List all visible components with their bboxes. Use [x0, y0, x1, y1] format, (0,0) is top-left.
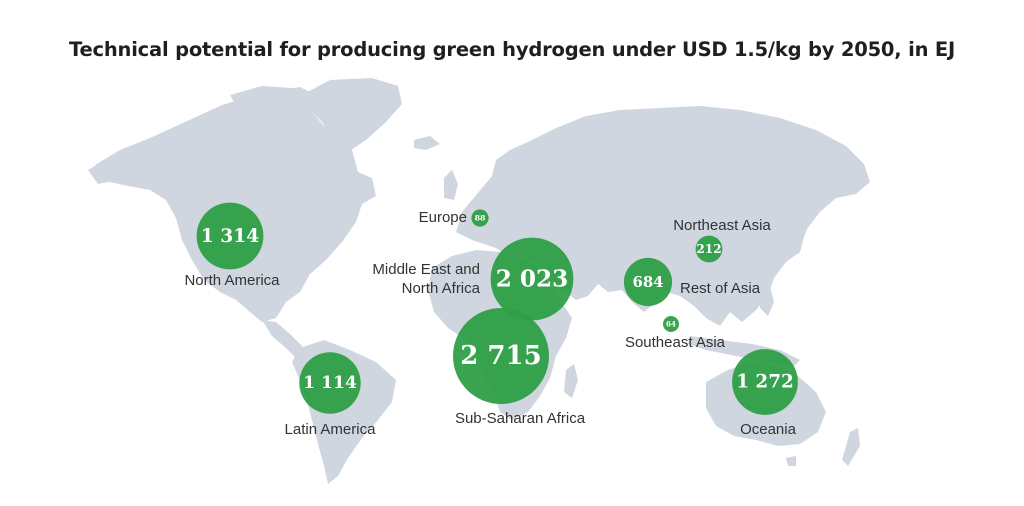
region-label-mena-line-1: Middle East and: [372, 261, 480, 278]
bubble-value-rest-of-asia: 684: [632, 273, 663, 291]
bubble-europe: [471, 209, 489, 227]
land-tasmania: [786, 456, 796, 466]
land-alaska: [88, 160, 125, 184]
bubble-oceania: [732, 349, 798, 415]
bubble-value-southeast-asia: 64: [666, 320, 676, 329]
bubble-value-northeast-asia: 212: [696, 242, 721, 256]
bubble-value-oceania: 1 272: [736, 372, 794, 393]
region-label-southeast-asia: Southeast Asia: [625, 334, 726, 351]
land-iceland: [414, 136, 440, 150]
bubble-value-latin-america: 1 114: [303, 373, 357, 393]
land-new-zealand: [842, 428, 860, 466]
land-greenland: [300, 78, 402, 152]
bubble-rest-of-asia: [623, 257, 673, 307]
land-japan: [790, 204, 812, 248]
region-label-mena-line-2: North Africa: [402, 280, 481, 297]
bubble-latin-america: [299, 352, 361, 414]
land-philippines: [760, 286, 774, 316]
bubble-north-america: [196, 202, 264, 270]
region-labels: North America Latin America Europe Middle E…: [184, 209, 796, 438]
region-label-latin-america: Latin America: [285, 421, 377, 438]
bubble-northeast-asia: [695, 235, 723, 263]
region-bubbles: 1 314 1 114 88 2 023 2 715 212 684 64 1 272: [196, 202, 798, 415]
bubble-value-mena: 2 023: [496, 266, 569, 293]
bubble-value-sub-saharan-africa: 2 715: [460, 341, 541, 371]
bubble-southeast-asia: [663, 316, 679, 332]
land-madagascar: [564, 364, 578, 398]
region-label-sub-saharan-africa: Sub-Saharan Africa: [455, 410, 586, 427]
map-title: Technical potential for producing green …: [68, 38, 956, 61]
bubble-value-europe: 88: [475, 214, 486, 223]
land-uk: [444, 170, 458, 200]
region-label-rest-of-asia: Rest of Asia: [680, 280, 761, 297]
region-label-northeast-asia: Northeast Asia: [673, 217, 771, 234]
region-label-europe: Europe: [419, 209, 467, 226]
bubble-mena: [490, 237, 574, 321]
region-label-oceania: Oceania: [740, 421, 797, 438]
land-arctic-islands: [230, 86, 292, 106]
region-label-north-america: North America: [184, 272, 280, 289]
land-central-america: [262, 320, 308, 360]
bubble-sub-saharan-africa: [453, 308, 549, 404]
bubble-value-north-america: 1 314: [201, 225, 260, 247]
